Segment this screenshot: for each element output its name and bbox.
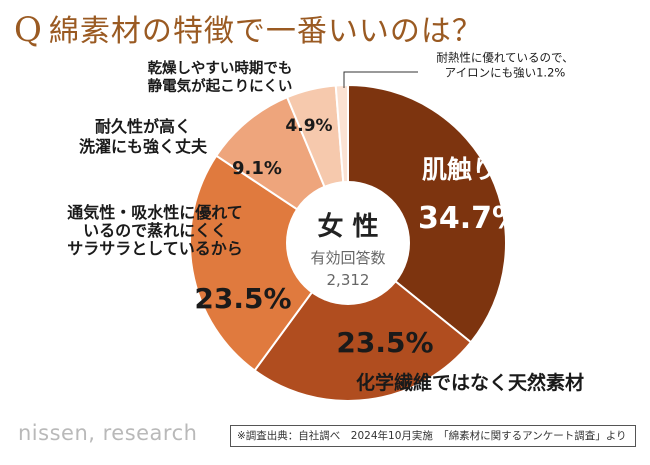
slice-label-line: アイロンにも強い1.2% — [445, 66, 566, 80]
slice-label-line: 肌触りが柔らかい — [422, 155, 622, 184]
slice-value-2: 23.5% — [194, 282, 291, 315]
source-note: ※調査出典：自社調べ 2024年10月実施 「綿素材に関するアンケート調査」より — [230, 425, 636, 447]
slice-label-line: 静電気が起こりにくい — [148, 77, 293, 95]
slice-label-line: 耐熱性に優れているので、 — [436, 51, 573, 65]
slice-label-5: 耐熱性に優れているので、アイロンにも強い1.2% — [436, 51, 573, 80]
pie-labels: 肌触りが柔らかい 34.7% 化学繊維ではなく天然素材 23.5% 通気性・吸水性に優れ… — [67, 51, 622, 395]
slice-value-0: 34.7% — [418, 201, 522, 236]
slice-label-line: いるので蒸れにくく — [83, 221, 227, 240]
slice-value-4: 4.9% — [285, 116, 332, 136]
donut-hole — [286, 181, 410, 305]
title-text: 綿素材の特徴で一番いいのは？ — [48, 14, 483, 49]
slice-label-line: サラサラとしているから — [67, 239, 243, 258]
slice-label-0: 肌触りが柔らかい — [422, 155, 622, 184]
slice-label-3: 耐久性が高く洗濯にも強く丈夫 — [79, 117, 208, 156]
slice-value-1: 23.5% — [336, 326, 433, 359]
slice-label-2: 通気性・吸水性に優れているので蒸れにくくサラサラとしているから — [67, 203, 243, 258]
slice-label-1: 化学繊維ではなく天然素材 — [356, 371, 584, 394]
slice-label-line: 化学繊維ではなく天然素材 — [356, 371, 584, 394]
slice-label-4: 乾燥しやすい時期でも静電気が起こりにくい — [148, 59, 293, 95]
slice-label-line: 洗濯にも強く丈夫 — [79, 137, 208, 156]
center-respondents-count: 2,312 — [327, 271, 370, 289]
slice-label-line: 耐久性が高く — [95, 117, 191, 136]
pie-slice-0 — [347, 83, 507, 344]
leader-line — [343, 71, 418, 88]
slice-value-3: 9.1% — [232, 158, 282, 179]
chart-title: Q 綿素材の特徴で一番いいのは？ — [14, 6, 483, 50]
title-q-mark: Q — [14, 10, 43, 50]
pie-slice-1 — [253, 241, 473, 402]
center-respondents-label: 有効回答数 — [310, 249, 385, 267]
slice-label-line: 乾燥しやすい時期でも — [148, 59, 293, 77]
brand-logo-text: nissen, research — [18, 421, 198, 445]
slice-label-line: 通気性・吸水性に優れて — [67, 203, 243, 222]
center-gender: 女 性 — [317, 211, 378, 242]
pie-slice-2 — [189, 154, 350, 372]
